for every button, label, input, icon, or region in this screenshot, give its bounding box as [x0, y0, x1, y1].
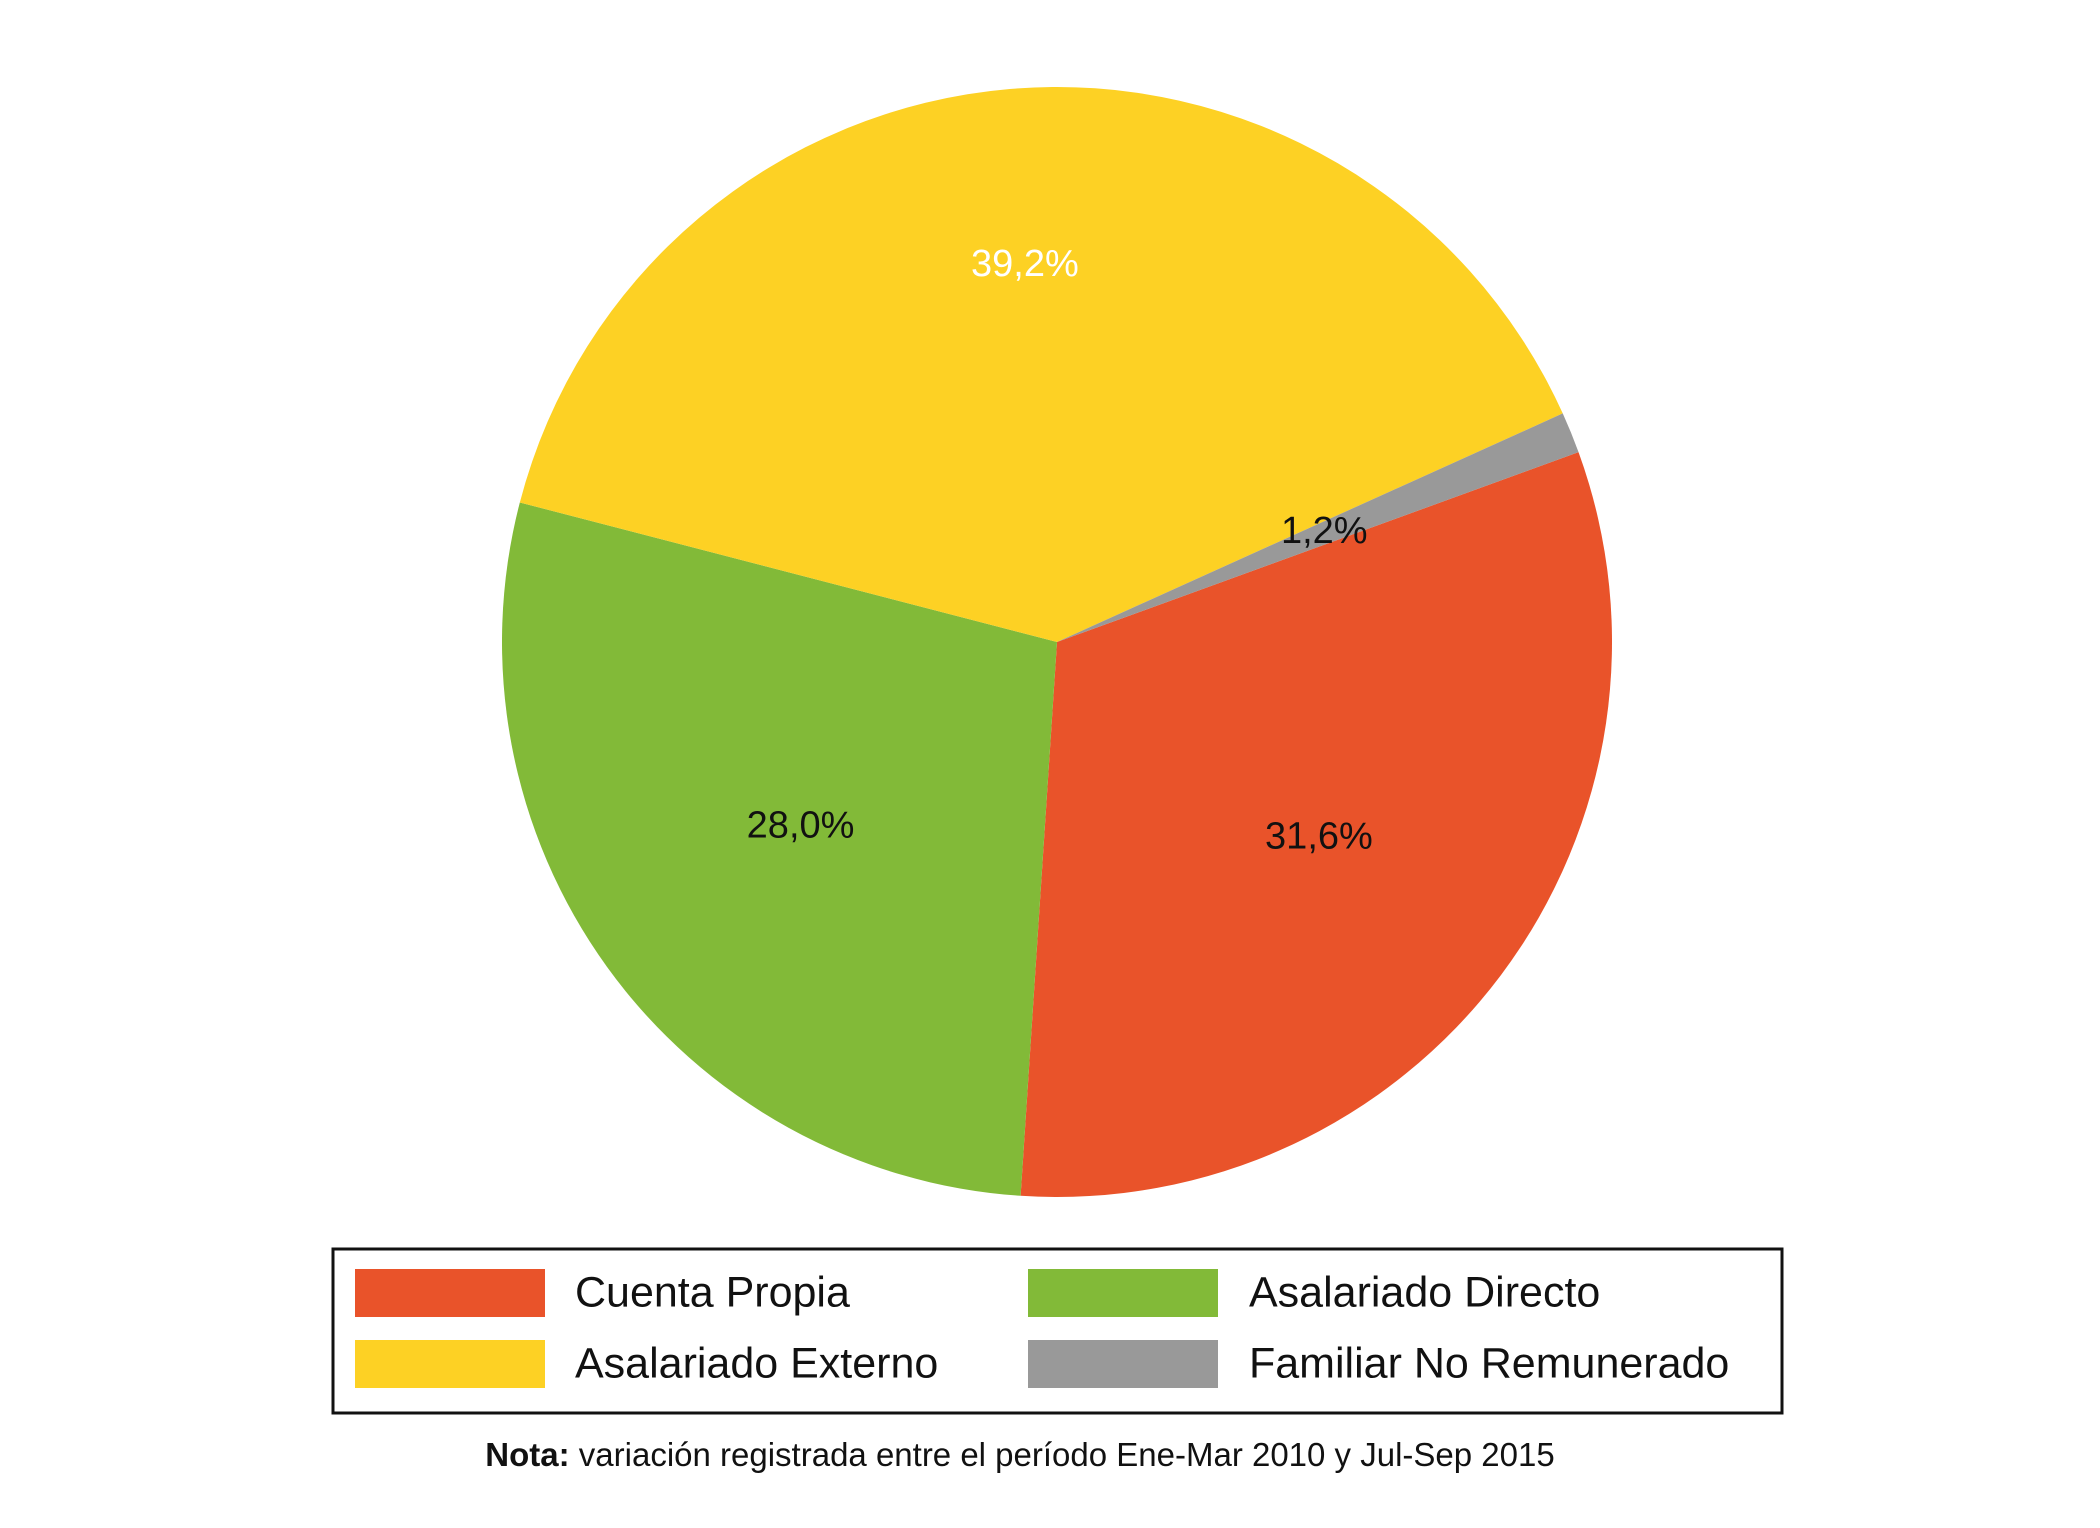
legend-swatch-asalariado-directo [1028, 1269, 1218, 1317]
legend-swatch-asalariado-externo [355, 1340, 545, 1388]
legend-label-familiar-no-remunerado: Familiar No Remunerado [1249, 1339, 1729, 1387]
note-label: Nota: [485, 1436, 569, 1473]
legend-label-cuenta-propia: Cuenta Propia [575, 1268, 850, 1316]
pie-slice-labels: 31,6% 28,0% 39,2% 1,2% [747, 243, 1373, 858]
legend-swatch-familiar-no-remunerado [1028, 1340, 1218, 1388]
pie-label-asalariado-directo: 28,0% [747, 804, 855, 846]
note-text: variación registrada entre el período En… [570, 1436, 1555, 1473]
pie-label-asalariado-externo: 39,2% [971, 243, 1079, 285]
pie-slice-cuenta-propia [1020, 452, 1612, 1197]
pie-label-cuenta-propia: 31,6% [1265, 816, 1373, 858]
legend-label-asalariado-directo: Asalariado Directo [1249, 1268, 1600, 1316]
legend: Cuenta Propia Asalariado Directo Asalari… [331, 1247, 1784, 1415]
pie-slice-asalariado-directo [502, 502, 1057, 1196]
legend-label-asalariado-externo: Asalariado Externo [575, 1339, 938, 1387]
legend-swatch-cuenta-propia [355, 1269, 545, 1317]
pie-slice-asalariado-externo [519, 86, 1563, 642]
pie-label-familiar-no-remunerado: 1,2% [1281, 510, 1368, 552]
pie-slice-familiar-no-remunerado [1057, 413, 1579, 642]
chart-note: Nota: variación registrada entre el perí… [485, 1436, 1554, 1473]
pie-slices [502, 86, 1612, 1197]
